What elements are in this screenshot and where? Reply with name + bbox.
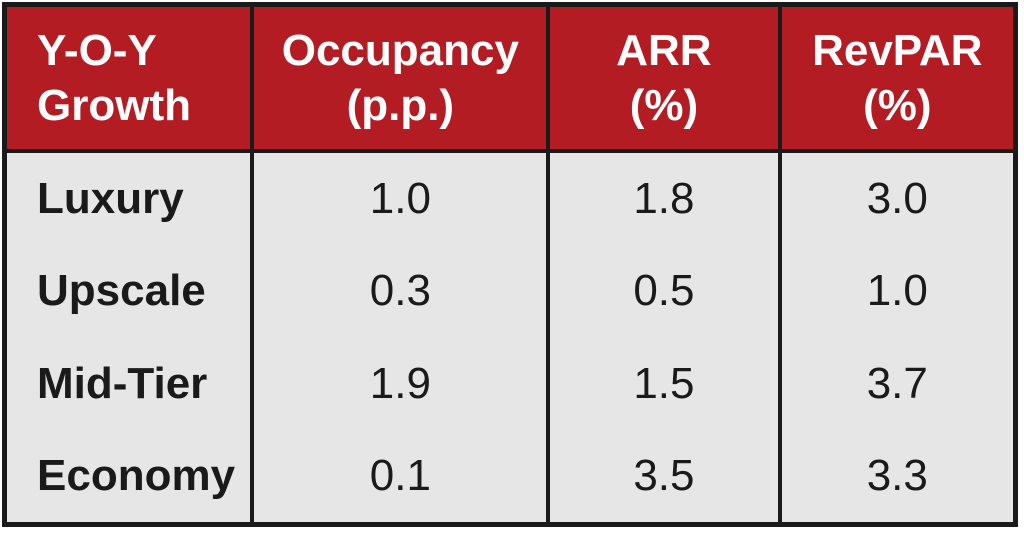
cell-value-occupancy: 1.0 bbox=[254, 153, 551, 246]
header-revpar-line1: RevPAR bbox=[812, 26, 983, 75]
cell-value-arr: 3.5 bbox=[550, 429, 782, 522]
row-label: Mid-Tier bbox=[7, 337, 255, 430]
table-header-row: Y-O-Y Growth Occupancy (p.p.) ARR (%) Re… bbox=[7, 7, 1013, 153]
header-revpar-line2: (%) bbox=[863, 81, 932, 130]
cell-value-arr: 0.5 bbox=[550, 245, 782, 338]
header-arr-line1: ARR bbox=[616, 26, 712, 75]
cell-value-revpar: 3.7 bbox=[866, 358, 928, 408]
cell-value-occupancy: 0.3 bbox=[254, 245, 551, 338]
table-row-mid-tier: Mid-Tier 1.9 1.5 3.7 bbox=[7, 337, 1013, 430]
header-cell-arr: ARR (%) bbox=[550, 7, 782, 149]
cell-value-occupancy: 0.1 bbox=[254, 429, 551, 522]
header-yoy-line2: Growth bbox=[37, 81, 191, 130]
row-label: Upscale bbox=[7, 245, 255, 338]
header-arr-line2: (%) bbox=[629, 81, 699, 130]
table-body: Luxury 1.0 1.8 3.0 Upscale 0.3 0.5 1.0 M… bbox=[7, 153, 1013, 522]
row-label: Luxury bbox=[7, 153, 255, 246]
row-label: Economy bbox=[7, 429, 255, 522]
table-row-luxury: Luxury 1.0 1.8 3.0 bbox=[7, 153, 1013, 246]
header-cell-occupancy: Occupancy (p.p.) bbox=[254, 7, 551, 149]
cell-value-revpar: 3.3 bbox=[866, 450, 928, 500]
table-row-economy: Economy 0.1 3.5 3.3 bbox=[7, 429, 1013, 522]
table-row-upscale: Upscale 0.3 0.5 1.0 bbox=[7, 245, 1013, 338]
header-occupancy-line2: (p.p.) bbox=[346, 81, 455, 130]
cell-value-arr: 1.8 bbox=[550, 153, 782, 246]
header-occupancy-line1: Occupancy bbox=[281, 26, 519, 75]
header-cell-revpar: RevPAR (%) bbox=[782, 7, 1013, 149]
header-yoy-line1: Y-O-Y bbox=[37, 26, 157, 75]
header-cell-yoy-growth: Y-O-Y Growth bbox=[7, 7, 255, 149]
cell-value-arr: 1.5 bbox=[550, 337, 782, 430]
cell-value-revpar: 3.0 bbox=[866, 174, 928, 224]
yoy-growth-table: Y-O-Y Growth Occupancy (p.p.) ARR (%) Re… bbox=[2, 2, 1018, 527]
cell-value-occupancy: 1.9 bbox=[254, 337, 551, 430]
cell-value-revpar: 1.0 bbox=[866, 266, 928, 316]
